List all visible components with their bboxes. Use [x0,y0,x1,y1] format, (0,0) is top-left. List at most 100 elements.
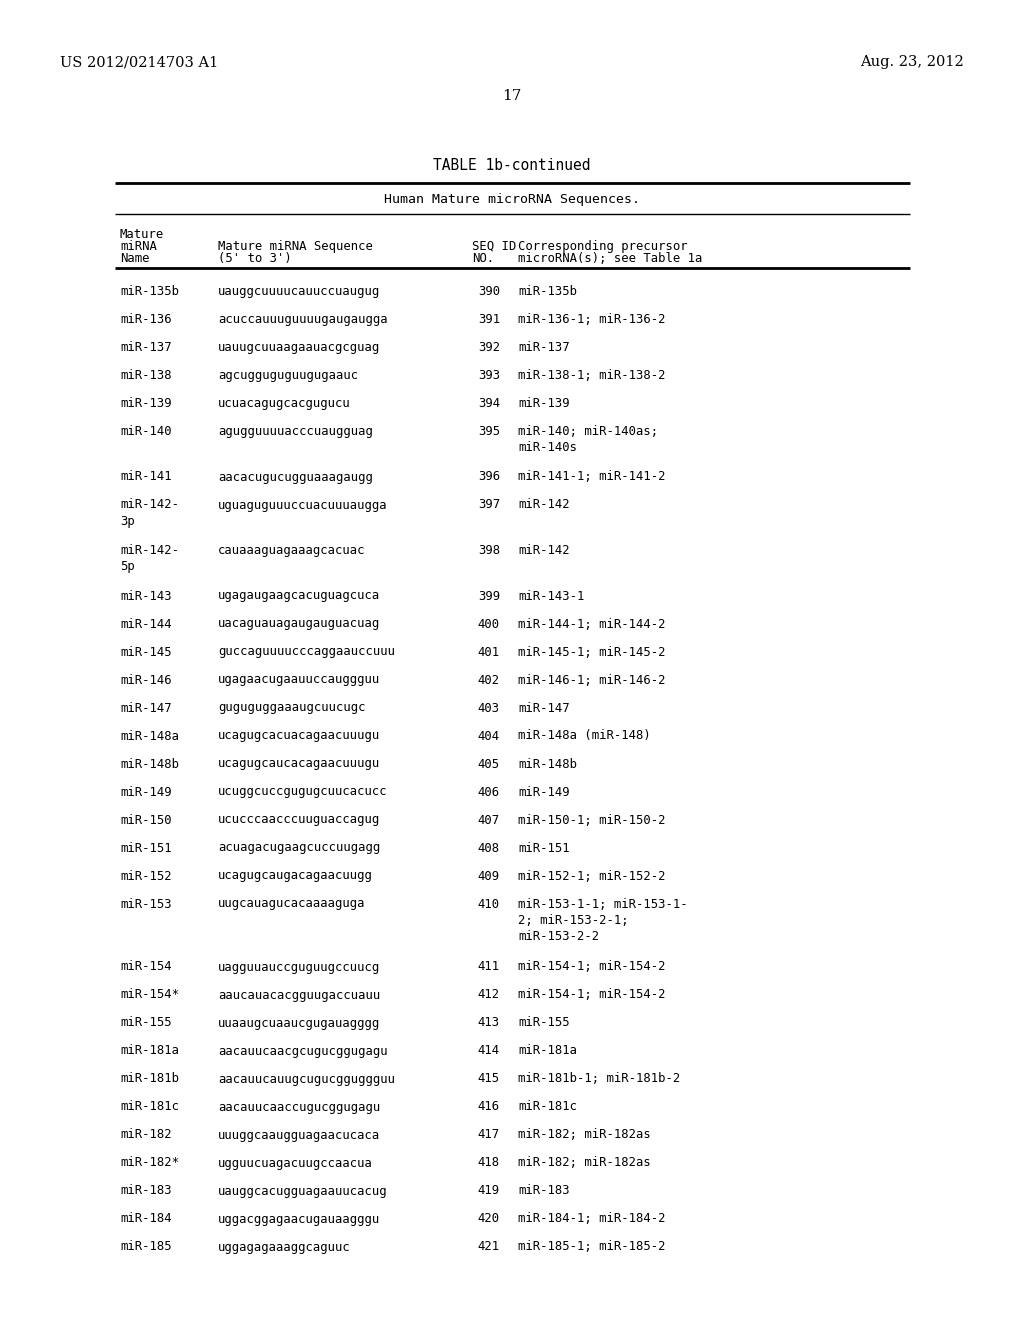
Text: 409: 409 [478,870,500,883]
Text: miR-154-1; miR-154-2: miR-154-1; miR-154-2 [518,961,666,974]
Text: miR-142: miR-142 [518,499,569,511]
Text: 421: 421 [478,1241,500,1254]
Text: ugguucuagacuugccaacua: ugguucuagacuugccaacua [218,1156,373,1170]
Text: 413: 413 [478,1016,500,1030]
Text: miR-144: miR-144 [120,618,172,631]
Text: miR-141: miR-141 [120,470,172,483]
Text: miR-150-1; miR-150-2: miR-150-1; miR-150-2 [518,813,666,826]
Text: miR-135b: miR-135b [120,285,179,298]
Text: microRNA(s); see Table 1a: microRNA(s); see Table 1a [518,252,702,265]
Text: uggagagaaaggcaguuc: uggagagaaaggcaguuc [218,1241,351,1254]
Text: miR-182*: miR-182* [120,1156,179,1170]
Text: ucagugcaugacagaacuugg: ucagugcaugacagaacuugg [218,870,373,883]
Text: 412: 412 [478,989,500,1002]
Text: Corresponding precursor: Corresponding precursor [518,240,688,253]
Text: miR-181a: miR-181a [120,1044,179,1057]
Text: 406: 406 [478,785,500,799]
Text: miR-136-1; miR-136-2: miR-136-1; miR-136-2 [518,313,666,326]
Text: miR-150: miR-150 [120,813,172,826]
Text: uagguuauccguguugccuucg: uagguuauccguguugccuucg [218,961,380,974]
Text: (5' to 3'): (5' to 3') [218,252,292,265]
Text: miR-182; miR-182as: miR-182; miR-182as [518,1156,650,1170]
Text: miR-142-
3p: miR-142- 3p [120,499,179,528]
Text: uggacggagaacugauaagggu: uggacggagaacugauaagggu [218,1213,380,1225]
Text: 408: 408 [478,842,500,854]
Text: 418: 418 [478,1156,500,1170]
Text: uacaguauagaugauguacuag: uacaguauagaugauguacuag [218,618,380,631]
Text: 415: 415 [478,1072,500,1085]
Text: miR-143: miR-143 [120,590,172,602]
Text: aacauucaaccugucggugagu: aacauucaaccugucggugagu [218,1101,380,1114]
Text: 416: 416 [478,1101,500,1114]
Text: miR-136: miR-136 [120,313,172,326]
Text: miR-155: miR-155 [120,1016,172,1030]
Text: cauaaaguagaaagcacuac: cauaaaguagaaagcacuac [218,544,366,557]
Text: miR-139: miR-139 [518,397,569,411]
Text: miR-183: miR-183 [120,1184,172,1197]
Text: aacauucaacgcugucggugagu: aacauucaacgcugucggugagu [218,1044,388,1057]
Text: guccaguuuucccaggaauccuuu: guccaguuuucccaggaauccuuu [218,645,395,659]
Text: uauggcacugguagaauucacug: uauggcacugguagaauucacug [218,1184,388,1197]
Text: miR-181a: miR-181a [518,1044,577,1057]
Text: miR-152-1; miR-152-2: miR-152-1; miR-152-2 [518,870,666,883]
Text: miR-147: miR-147 [120,701,172,714]
Text: miR-184-1; miR-184-2: miR-184-1; miR-184-2 [518,1213,666,1225]
Text: miR-151: miR-151 [120,842,172,854]
Text: 419: 419 [478,1184,500,1197]
Text: Mature: Mature [120,228,164,242]
Text: miR-135b: miR-135b [518,285,577,298]
Text: 410: 410 [478,898,500,911]
Text: miR-154*: miR-154* [120,989,179,1002]
Text: miRNA: miRNA [120,240,157,253]
Text: miR-139: miR-139 [120,397,172,411]
Text: miR-181c: miR-181c [120,1101,179,1114]
Text: 390: 390 [478,285,500,298]
Text: 398: 398 [478,544,500,557]
Text: miR-149: miR-149 [120,785,172,799]
Text: ucuggcuccgugugcuucacucc: ucuggcuccgugugcuucacucc [218,785,388,799]
Text: miR-145: miR-145 [120,645,172,659]
Text: ugagaugaagcacuguagcuca: ugagaugaagcacuguagcuca [218,590,380,602]
Text: SEQ ID: SEQ ID [472,240,516,253]
Text: miR-142: miR-142 [518,544,569,557]
Text: miR-181b-1; miR-181b-2: miR-181b-1; miR-181b-2 [518,1072,680,1085]
Text: miR-182: miR-182 [120,1129,172,1142]
Text: Human Mature microRNA Sequences.: Human Mature microRNA Sequences. [384,194,640,206]
Text: miR-152: miR-152 [120,870,172,883]
Text: miR-154: miR-154 [120,961,172,974]
Text: NO.: NO. [472,252,495,265]
Text: miR-153: miR-153 [120,898,172,911]
Text: ucuacagugcacgugucu: ucuacagugcacgugucu [218,397,351,411]
Text: agcugguguguugugaauc: agcugguguguugugaauc [218,370,358,381]
Text: uuuggcaaugguagaacucaca: uuuggcaaugguagaacucaca [218,1129,380,1142]
Text: 417: 417 [478,1129,500,1142]
Text: miR-142-
5p: miR-142- 5p [120,544,179,573]
Text: miR-154-1; miR-154-2: miR-154-1; miR-154-2 [518,989,666,1002]
Text: uauugcuuaagaauacgcguag: uauugcuuaagaauacgcguag [218,341,380,354]
Text: ucagugcacuacagaacuuugu: ucagugcacuacagaacuuugu [218,730,380,742]
Text: uguaguguuuccuacuuuaugga: uguaguguuuccuacuuuaugga [218,499,388,511]
Text: 402: 402 [478,673,500,686]
Text: miR-144-1; miR-144-2: miR-144-1; miR-144-2 [518,618,666,631]
Text: miR-148a: miR-148a [120,730,179,742]
Text: miR-153-1-1; miR-153-1-
2; miR-153-2-1;
miR-153-2-2: miR-153-1-1; miR-153-1- 2; miR-153-2-1; … [518,898,688,942]
Text: 393: 393 [478,370,500,381]
Text: 405: 405 [478,758,500,771]
Text: 401: 401 [478,645,500,659]
Text: miR-137: miR-137 [518,341,569,354]
Text: 399: 399 [478,590,500,602]
Text: miR-140: miR-140 [120,425,172,438]
Text: miR-185: miR-185 [120,1241,172,1254]
Text: miR-146-1; miR-146-2: miR-146-1; miR-146-2 [518,673,666,686]
Text: miR-143-1: miR-143-1 [518,590,585,602]
Text: 17: 17 [503,88,521,103]
Text: 400: 400 [478,618,500,631]
Text: 414: 414 [478,1044,500,1057]
Text: miR-148a (miR-148): miR-148a (miR-148) [518,730,650,742]
Text: miR-181c: miR-181c [518,1101,577,1114]
Text: ugagaacugaauuccauggguu: ugagaacugaauuccauggguu [218,673,380,686]
Text: aacacugucugguaaagaugg: aacacugucugguaaagaugg [218,470,373,483]
Text: 403: 403 [478,701,500,714]
Text: acuagacugaagcuccuugagg: acuagacugaagcuccuugagg [218,842,380,854]
Text: miR-140; miR-140as;
miR-140s: miR-140; miR-140as; miR-140s [518,425,658,454]
